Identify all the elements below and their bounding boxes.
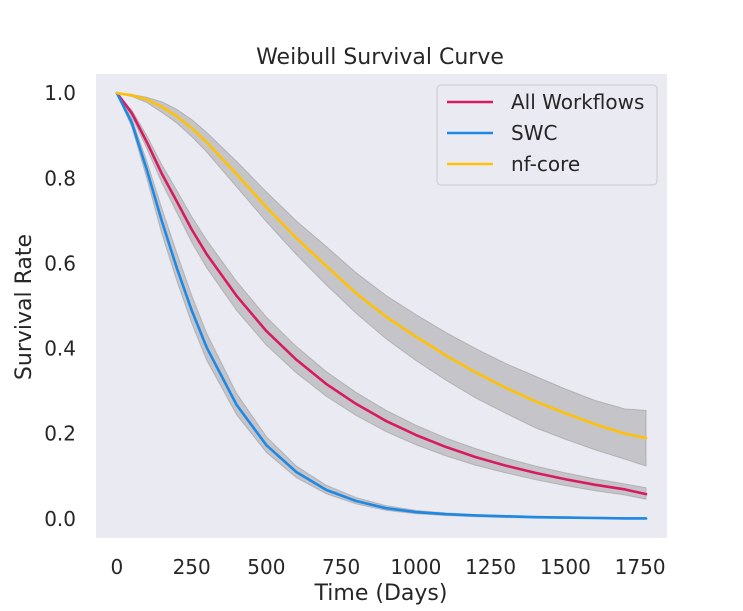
y-axis-label: Survival Rate [12,234,37,380]
x-tick-label: 250 [173,555,211,579]
y-tick-labels: 0.0 0.2 0.4 0.6 0.8 1.0 [44,81,76,531]
y-tick-label: 0.2 [44,422,76,446]
survival-lines [115,91,648,520]
x-tick-label: 1500 [540,555,591,579]
y-tick-label: 0.6 [44,251,76,275]
series-line-1 [115,91,648,520]
x-tick-label: 1250 [465,555,516,579]
chart-title: Weibull Survival Curve [256,45,504,70]
y-tick-label: 1.0 [44,81,76,105]
x-tick-label: 500 [247,555,285,579]
y-tick-label: 0.0 [44,507,76,531]
x-tick-label: 1000 [390,555,441,579]
x-tick-labels: 0 250 500 750 1000 1250 1500 1750 [111,555,666,579]
legend: All Workflows SWC nf-core [436,84,658,186]
y-tick-label: 0.8 [44,166,76,190]
legend-label-0: All Workflows [511,90,644,114]
y-tick-label: 0.4 [44,337,76,361]
series-line-0 [115,91,648,496]
series-line-2 [115,91,648,440]
x-axis-label: Time (Days) [314,581,448,606]
legend-label-1: SWC [511,121,557,145]
legend-box [436,84,658,186]
legend-label-2: nf-core [511,152,580,176]
x-tick-label: 1750 [615,555,666,579]
x-tick-label: 750 [322,555,360,579]
x-tick-label: 0 [111,555,124,579]
